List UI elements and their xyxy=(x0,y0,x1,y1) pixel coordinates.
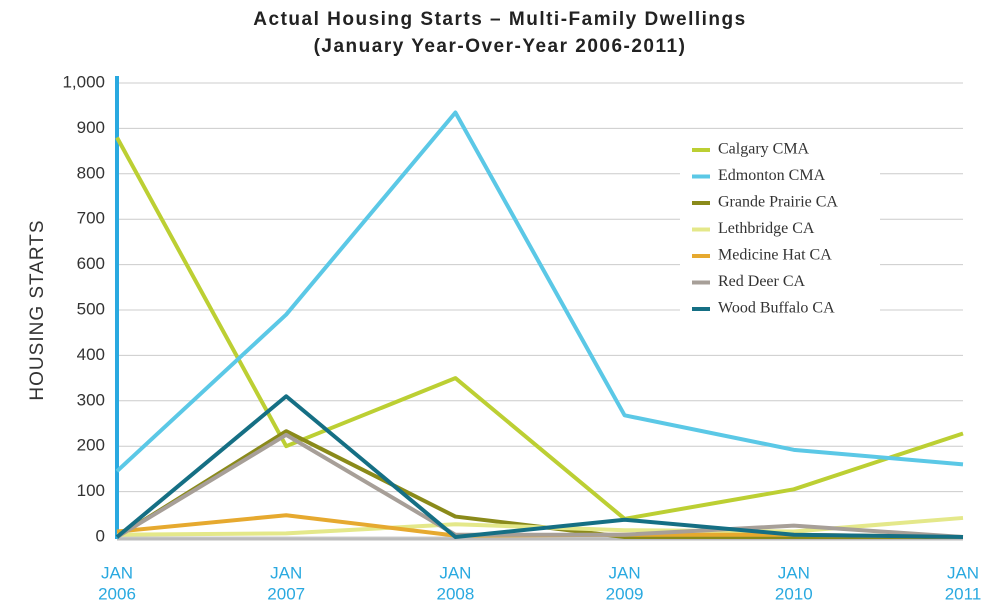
y-tick-label: 1,000 xyxy=(62,72,105,91)
y-tick-label: 200 xyxy=(77,436,105,455)
x-tick-label: JAN xyxy=(270,563,302,582)
x-tick-label: 2008 xyxy=(436,584,474,602)
y-axis-title: HOUSING STARTS xyxy=(27,219,48,400)
legend-label: Calgary CMA xyxy=(718,141,810,158)
x-tick-label: JAN xyxy=(609,563,641,582)
series-line xyxy=(115,136,964,521)
x-tick-label: JAN xyxy=(101,563,133,582)
y-tick-label: 500 xyxy=(77,299,105,318)
y-tick-label: 400 xyxy=(77,345,105,364)
chart-subtitle: (January Year-Over-Year 2006-2011) xyxy=(314,36,687,57)
legend-label: Edmonton CMA xyxy=(718,167,826,184)
x-tick-label: 2011 xyxy=(945,584,982,602)
y-tick-label: 300 xyxy=(77,390,105,409)
legend-label: Grande Prairie CA xyxy=(718,194,838,211)
x-tick-label: 2010 xyxy=(775,584,813,602)
series-line xyxy=(115,394,964,539)
legend-box xyxy=(680,130,880,325)
chart-title: Actual Housing Starts – Multi-Family Dwe… xyxy=(253,9,746,30)
x-tick-label: 2007 xyxy=(267,584,305,602)
y-tick-label: 800 xyxy=(77,163,105,182)
y-tick-label: 600 xyxy=(77,254,105,273)
legend-label: Red Deer CA xyxy=(718,273,806,290)
series-line xyxy=(115,432,964,539)
series-line xyxy=(115,110,964,473)
x-tick-label: 2009 xyxy=(606,584,644,602)
legend-label: Medicine Hat CA xyxy=(718,247,832,264)
y-tick-label: 900 xyxy=(77,118,105,137)
x-tick-label: 2006 xyxy=(98,584,136,602)
legend-label: Wood Buffalo CA xyxy=(718,300,835,317)
x-tick-label: JAN xyxy=(439,563,471,582)
x-tick-label: JAN xyxy=(947,563,979,582)
y-tick-label: 100 xyxy=(77,481,105,500)
x-tick-label: JAN xyxy=(778,563,810,582)
y-tick-label: 0 xyxy=(96,526,105,545)
y-tick-label: 700 xyxy=(77,209,105,228)
legend-label: Lethbridge CA xyxy=(718,220,815,237)
